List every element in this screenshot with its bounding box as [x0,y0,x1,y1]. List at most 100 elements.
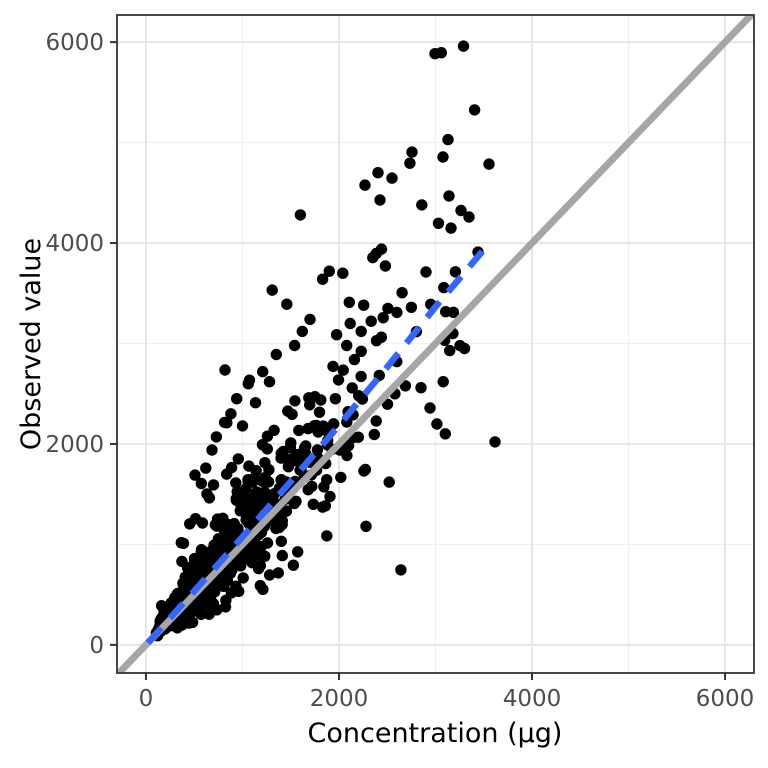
data-point [372,167,384,179]
data-point [296,325,308,338]
data-point [246,557,258,569]
data-point [206,444,218,456]
data-point [207,479,220,491]
data-point [275,535,287,547]
data-point [337,267,349,279]
data-point [445,222,457,234]
data-point [377,312,389,324]
identity-line-layer [117,15,754,673]
data-point [355,325,367,338]
data-point [189,469,201,481]
data-point [225,461,238,474]
data-point [360,520,372,532]
data-point [367,251,379,264]
data-point [335,471,347,484]
data-point [316,273,329,285]
data-point [337,364,349,376]
data-point [348,353,361,366]
data-point [259,457,271,469]
data-point [261,430,274,442]
data-point [263,569,276,581]
data-point [282,461,295,473]
data-point [330,329,343,341]
data-point [321,474,333,486]
data-point [235,500,247,512]
data-point [210,431,223,443]
data-point [406,146,418,158]
x-tick-label: 6000 [696,686,755,712]
data-point [365,315,377,327]
data-point [404,157,416,169]
x-tick-label: 0 [139,686,154,712]
data-point [232,453,244,465]
data-point [266,284,278,296]
data-point [280,505,293,517]
data-point [311,444,324,456]
data-point [316,501,329,513]
identity-line [117,15,754,673]
data-point [424,402,436,414]
data-point [187,564,200,576]
data-point [263,376,276,388]
smooth-line-layer [145,241,492,646]
data-point [236,420,249,432]
data-point [259,471,271,484]
data-point [358,299,370,311]
data-point [374,194,386,206]
data-point [370,415,382,427]
data-point [196,517,209,529]
major-gridlines [117,15,754,673]
axis-tick-marks [110,41,727,680]
data-point [463,211,475,223]
data-point [276,518,288,531]
data-point [307,498,319,510]
data-point [432,217,445,229]
data-point [395,564,407,576]
data-point [293,424,305,437]
data-point [270,348,282,361]
data-point [218,416,231,429]
data-point [455,204,467,217]
data-point [242,378,254,390]
data-point [344,317,356,330]
data-point [327,360,339,373]
data-point [217,580,230,592]
data-point [276,549,288,562]
y-tick-label: 4000 [45,231,104,257]
data-point [286,408,298,420]
data-point [342,439,355,452]
data-point [415,382,427,394]
data-point [288,497,300,510]
data-point [386,172,398,184]
data-point [396,287,408,299]
data-point [346,382,358,394]
data-point [375,243,388,255]
data-point [176,555,188,568]
data-point [249,502,262,514]
data-point [324,490,336,503]
data-point [382,302,394,315]
data-point [457,40,470,52]
data-point [405,301,418,313]
data-point [309,391,321,403]
data-point [288,339,301,352]
data-point [332,374,345,386]
data-point [256,492,269,504]
data-point [225,587,238,599]
data-point [327,418,340,430]
data-point [240,483,252,495]
data-point [435,47,447,59]
data-point [391,306,403,319]
data-point [468,104,481,116]
data-point [355,370,367,383]
data-point [304,313,316,326]
panel-border [116,14,755,674]
data-point [343,296,355,308]
data-point [219,364,231,376]
data-point [175,537,187,549]
data-point [182,578,194,590]
data-point [201,488,213,500]
data-point [379,260,392,272]
